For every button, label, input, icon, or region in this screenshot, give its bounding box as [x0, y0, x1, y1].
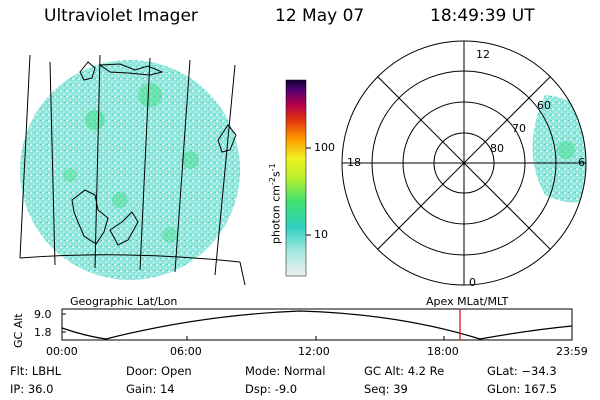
mlat-label-70: 70	[512, 122, 526, 135]
seq-info: Seq: 39	[364, 382, 408, 396]
colorbar	[285, 79, 311, 277]
altitude-xtick-0000: 00:00	[46, 345, 78, 358]
altitude-xtick-1200: 12:00	[298, 345, 330, 358]
dsp-info: Dsp: -9.0	[245, 382, 298, 396]
filter-info: Flt: LBHL	[10, 364, 62, 378]
glon-info: GLon: 167.5	[487, 382, 557, 396]
mlt-label-6: 6	[578, 156, 585, 169]
altitude-ytick-9: 9.0	[34, 308, 52, 321]
mlt-label-0: 0	[469, 276, 476, 289]
instrument-title: Ultraviolet Imager	[44, 6, 198, 26]
mlt-label-18: 18	[347, 156, 361, 169]
mlat-label-60: 60	[537, 99, 551, 112]
altitude-xtick-2359: 23:59	[556, 345, 588, 358]
geographic-panel-title: Geographic Lat/Lon	[70, 295, 178, 308]
time-label: 18:49:39 UT	[430, 6, 535, 26]
altitude-ylabel: GC Alt	[12, 313, 25, 348]
apex-panel-title: Apex MLat/MLT	[426, 295, 509, 308]
geographic-image	[19, 54, 246, 286]
gain-info: Gain: 14	[126, 382, 175, 396]
polar-plot	[341, 40, 587, 286]
mlat-label-80: 80	[490, 142, 504, 155]
colorbar-title: photon cm-2s-1	[268, 163, 283, 244]
ip-info: IP: 36.0	[10, 382, 54, 396]
altitude-plot	[61, 308, 573, 341]
altitude-xtick-0600: 06:00	[170, 345, 202, 358]
colorbar-tick-10: 10	[314, 228, 328, 241]
mode-info: Mode: Normal	[245, 364, 326, 378]
date-label: 12 May 07	[275, 6, 365, 26]
mlt-label-12: 12	[476, 48, 490, 61]
altitude-xtick-1800: 18:00	[427, 345, 459, 358]
colorbar-tick-100: 100	[314, 141, 335, 154]
door-info: Door: Open	[126, 364, 192, 378]
glat-info: GLat: −34.3	[487, 364, 557, 378]
altitude-ytick-1-8: 1.8	[34, 326, 52, 339]
gc-alt-info: GC Alt: 4.2 Re	[364, 364, 445, 378]
